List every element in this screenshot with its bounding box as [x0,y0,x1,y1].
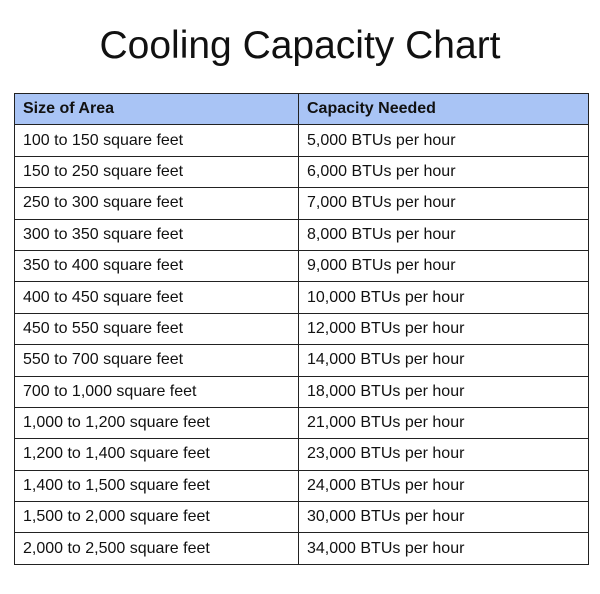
table-row: 700 to 1,000 square feet 18,000 BTUs per… [14,375,589,408]
capacity-cell: 12,000 BTUs per hour [298,312,589,346]
capacity-cell: 30,000 BTUs per hour [298,501,589,534]
table-row: 2,000 to 2,500 square feet 34,000 BTUs p… [14,532,589,565]
table-body: 100 to 150 square feet 5,000 BTUs per ho… [14,124,589,565]
table-row: 450 to 550 square feet 12,000 BTUs per h… [14,312,589,346]
capacity-cell: 8,000 BTUs per hour [298,218,589,251]
capacity-cell: 18,000 BTUs per hour [298,375,589,408]
area-size-cell: 250 to 300 square feet [14,187,299,220]
capacity-cell: 5,000 BTUs per hour [298,124,589,157]
capacity-cell: 9,000 BTUs per hour [298,249,589,283]
table-row: 550 to 700 square feet 14,000 BTUs per h… [14,344,589,377]
area-size-cell: 350 to 400 square feet [14,249,299,283]
table-row: 1,400 to 1,500 square feet 24,000 BTUs p… [14,469,589,503]
table-row: 350 to 400 square feet 9,000 BTUs per ho… [14,249,589,283]
area-size-cell: 700 to 1,000 square feet [14,375,299,408]
capacity-cell: 10,000 BTUs per hour [298,281,589,314]
area-size-cell: 1,500 to 2,000 square feet [14,501,299,534]
area-size-cell: 550 to 700 square feet [14,344,299,377]
capacity-cell: 34,000 BTUs per hour [298,532,589,565]
capacity-cell: 7,000 BTUs per hour [298,187,589,220]
area-size-cell: 150 to 250 square feet [14,155,299,189]
table-row: 400 to 450 square feet 10,000 BTUs per h… [14,281,589,314]
area-size-cell: 300 to 350 square feet [14,218,299,251]
table-row: 250 to 300 square feet 7,000 BTUs per ho… [14,187,589,220]
capacity-cell: 6,000 BTUs per hour [298,155,589,189]
area-size-cell: 450 to 550 square feet [14,312,299,346]
table-row: 1,000 to 1,200 square feet 21,000 BTUs p… [14,406,589,440]
column-header-capacity-needed: Capacity Needed [298,92,589,126]
page-title: Cooling Capacity Chart [99,24,501,67]
area-size-cell: 1,200 to 1,400 square feet [14,438,299,471]
area-size-cell: 2,000 to 2,500 square feet [14,532,299,565]
table-header-row: Size of Area Capacity Needed [14,92,589,126]
cooling-capacity-table: Size of Area Capacity Needed 100 to 150 … [14,92,589,565]
table-row: 300 to 350 square feet 8,000 BTUs per ho… [14,218,589,251]
capacity-cell: 14,000 BTUs per hour [298,344,589,377]
area-size-cell: 1,000 to 1,200 square feet [14,406,299,440]
area-size-cell: 100 to 150 square feet [14,124,299,157]
table-row: 150 to 250 square feet 6,000 BTUs per ho… [14,155,589,189]
area-size-cell: 400 to 450 square feet [14,281,299,314]
table-row: 1,200 to 1,400 square feet 23,000 BTUs p… [14,438,589,471]
capacity-cell: 21,000 BTUs per hour [298,406,589,440]
table-row: 100 to 150 square feet 5,000 BTUs per ho… [14,124,589,157]
column-header-size-of-area: Size of Area [14,92,299,126]
capacity-cell: 23,000 BTUs per hour [298,438,589,471]
capacity-cell: 24,000 BTUs per hour [298,469,589,503]
area-size-cell: 1,400 to 1,500 square feet [14,469,299,503]
table-row: 1,500 to 2,000 square feet 30,000 BTUs p… [14,501,589,534]
